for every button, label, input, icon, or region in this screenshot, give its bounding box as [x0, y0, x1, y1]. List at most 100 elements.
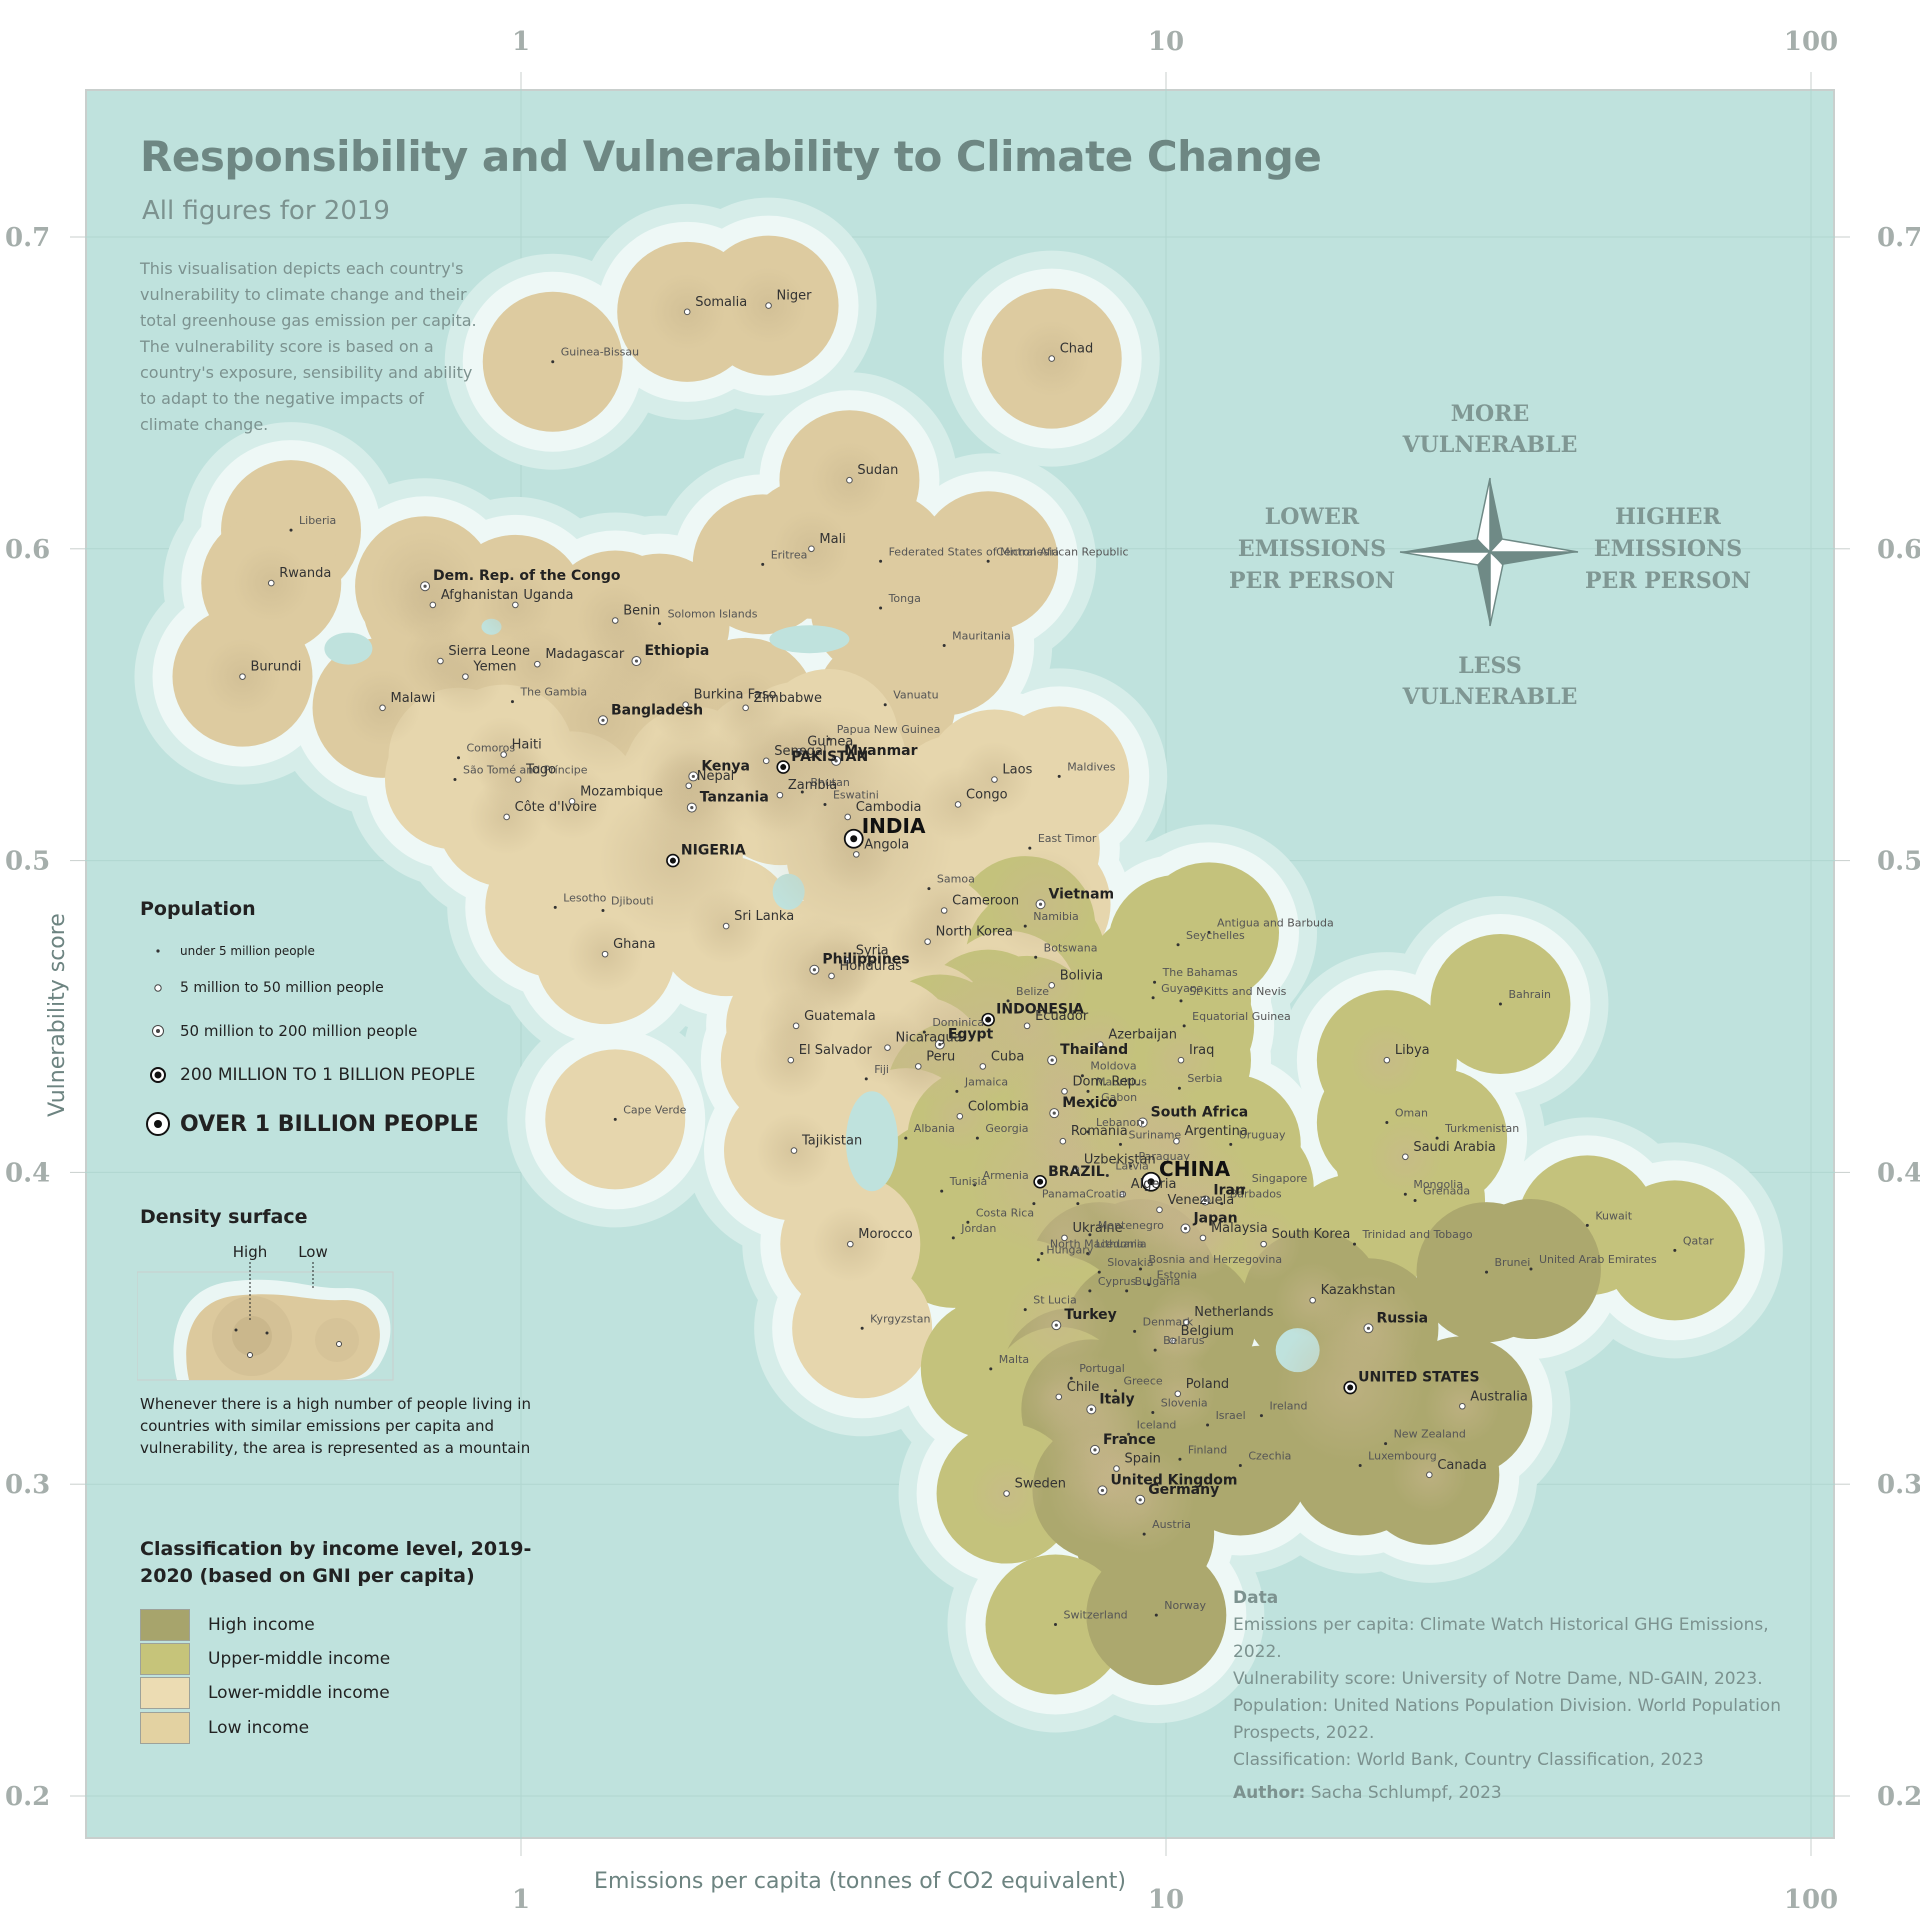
country-label: Zimbabwe — [754, 691, 822, 706]
country-point — [1177, 1086, 1181, 1090]
country-label: Jamaica — [964, 1075, 1008, 1088]
country-point — [940, 907, 948, 914]
country-point — [1033, 1174, 1047, 1189]
country-point — [1151, 1410, 1155, 1414]
country-label: Gabon — [1101, 1091, 1137, 1104]
country-point — [1426, 1471, 1433, 1479]
country-point — [1061, 1088, 1068, 1095]
country-point — [1173, 1137, 1180, 1145]
country-point — [864, 1077, 868, 1081]
country-point — [1180, 1223, 1191, 1234]
density-lake — [324, 632, 373, 665]
country-label: Armenia — [983, 1169, 1029, 1182]
country-point — [1076, 1202, 1080, 1206]
country-point — [1343, 1380, 1357, 1395]
population-legend-label: 200 MILLION TO 1 BILLION PEOPLE — [180, 1065, 476, 1085]
country-label: Vanuatu — [893, 689, 938, 702]
country-label: Mexico — [1062, 1095, 1118, 1111]
country-label: Austria — [1152, 1518, 1191, 1531]
country-label: Guinea — [807, 734, 853, 749]
country-label: Guyana — [1161, 982, 1203, 995]
density-legend-note: Whenever there is a high number of peopl… — [140, 1395, 531, 1457]
country-label: Haiti — [512, 738, 542, 753]
country-point — [1059, 1137, 1067, 1145]
country-label: Argentina — [1184, 1124, 1247, 1139]
country-label: Norway — [1164, 1599, 1206, 1612]
country-label: Dom. Rep. — [1072, 1074, 1140, 1089]
country-label: Qatar — [1683, 1234, 1714, 1247]
country-point — [942, 643, 946, 647]
country-label: Libya — [1395, 1043, 1430, 1058]
income-legend-item: Upper-middle income — [140, 1643, 390, 1675]
country-point — [1040, 1251, 1044, 1255]
y-axis-title: Vulnerability score — [45, 913, 70, 1117]
x-tick-label: 100 — [1784, 27, 1838, 57]
country-point — [1086, 1130, 1090, 1134]
population-legend-title: Population — [140, 898, 256, 920]
country-label: Botswana — [1044, 941, 1098, 954]
country-label: INDONESIA — [996, 1002, 1084, 1018]
country-point — [551, 360, 555, 364]
country-label: United Arab Emirates — [1539, 1253, 1657, 1266]
country-point — [828, 972, 835, 980]
country-label: Laos — [1002, 763, 1032, 778]
country-point — [1384, 1442, 1388, 1446]
country-label: Morocco — [858, 1227, 912, 1242]
country-point — [951, 1236, 955, 1240]
country-label: New Zealand — [1394, 1428, 1466, 1441]
country-point — [844, 957, 851, 964]
country-label: Benin — [623, 604, 660, 619]
country-point — [1174, 1390, 1182, 1398]
x-tick-label: 10 — [1148, 27, 1184, 57]
country-label: Madagascar — [545, 647, 625, 662]
country-label: Ecuador — [1035, 1009, 1089, 1024]
country-label: Antigua and Barbuda — [1217, 916, 1334, 929]
country-point — [1023, 1022, 1031, 1030]
country-label: Lebanon — [1096, 1116, 1143, 1129]
country-label: Kenya — [701, 758, 750, 774]
population-legend-item: under 5 million people — [140, 944, 315, 958]
country-label: Kyrgyzstan — [870, 1312, 930, 1325]
country-point — [852, 851, 860, 858]
income-legend-label: Upper-middle income — [208, 1649, 391, 1669]
compass-right-3: PER PERSON — [1585, 568, 1751, 594]
country-label: Brunei — [1495, 1256, 1531, 1269]
density-legend-swatch: High Low — [137, 1243, 394, 1381]
country-label: Sudan — [857, 463, 898, 478]
country-point — [1034, 955, 1038, 959]
country-label: Myanmar — [844, 743, 918, 759]
country-label: Ethiopia — [644, 643, 709, 659]
y-tick-label: 0.3 — [1877, 1470, 1920, 1500]
country-point — [239, 673, 246, 680]
country-label: Trinidad and Tobago — [1362, 1228, 1473, 1241]
country-point — [1242, 1186, 1246, 1190]
country-label: Costa Rica — [976, 1206, 1034, 1219]
country-label: Mongolia — [1413, 1178, 1463, 1191]
country-label: Singapore — [1252, 1172, 1308, 1185]
country-point — [503, 813, 510, 821]
country-point — [827, 737, 831, 741]
country-label: Sweden — [1015, 1477, 1066, 1492]
country-point — [761, 562, 765, 566]
country-label: North Korea — [936, 925, 1013, 940]
country-label: Croatia — [1086, 1188, 1126, 1201]
country-point — [686, 802, 697, 813]
country-label: Serbia — [1187, 1072, 1222, 1085]
country-point — [1353, 1242, 1357, 1246]
y-tick-label: 0.4 — [1877, 1158, 1920, 1188]
country-label: Belarus — [1163, 1334, 1205, 1347]
country-point — [1049, 1108, 1060, 1119]
country-point — [883, 703, 887, 707]
country-point — [1055, 1393, 1063, 1401]
country-point — [1135, 1494, 1146, 1505]
country-label: Comoros — [466, 742, 515, 755]
country-label: Chile — [1067, 1380, 1100, 1395]
country-label: Namibia — [1033, 910, 1079, 923]
country-point — [1154, 1613, 1158, 1617]
country-label: The Bahamas — [1162, 966, 1238, 979]
country-point — [776, 791, 784, 799]
country-point — [1053, 1623, 1057, 1627]
country-label: Egypt — [948, 1027, 994, 1043]
country-label: Netherlands — [1194, 1305, 1273, 1320]
country-point — [1147, 1283, 1151, 1287]
